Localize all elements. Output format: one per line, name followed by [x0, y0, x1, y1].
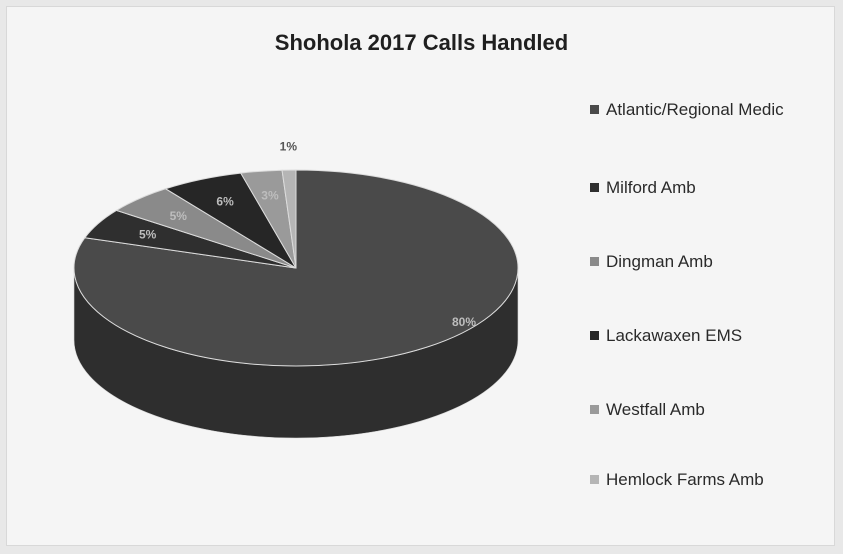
legend-item: Milford Amb: [590, 174, 843, 201]
data-label-2: 5%: [170, 209, 188, 223]
legend-item: Lackawaxen EMS: [590, 322, 843, 349]
pie-slice-5: [281, 169, 297, 269]
legend-label: Milford Amb: [606, 178, 696, 197]
legend-swatch: [590, 183, 599, 192]
data-label-0: 80%: [452, 315, 476, 329]
legend-item: Dingman Amb: [590, 248, 843, 275]
legend-swatch: [590, 105, 599, 114]
data-label-1: 5%: [139, 228, 157, 242]
data-label-4: 3%: [261, 188, 279, 202]
legend-label: Dingman Amb: [606, 252, 713, 271]
legend-label: Hemlock Farms Amb: [606, 470, 764, 489]
legend-item: Hemlock Farms Amb: [590, 466, 843, 493]
legend-item: Westfall Amb: [590, 396, 843, 423]
legend-label: Westfall Amb: [606, 400, 705, 419]
legend-swatch: [590, 475, 599, 484]
data-label-5: 1%: [280, 139, 298, 153]
chart-title: Shohola 2017 Calls Handled: [274, 30, 569, 55]
legend-label: Atlantic/Regional Medic: [606, 100, 784, 119]
legend-label: Lackawaxen EMS: [606, 326, 743, 345]
legend-swatch: [590, 257, 599, 266]
legend-swatch: [590, 331, 599, 340]
data-label-3: 6%: [216, 194, 234, 208]
legend-item: Atlantic/Regional Medic: [590, 96, 843, 123]
legend-swatch: [590, 405, 599, 414]
